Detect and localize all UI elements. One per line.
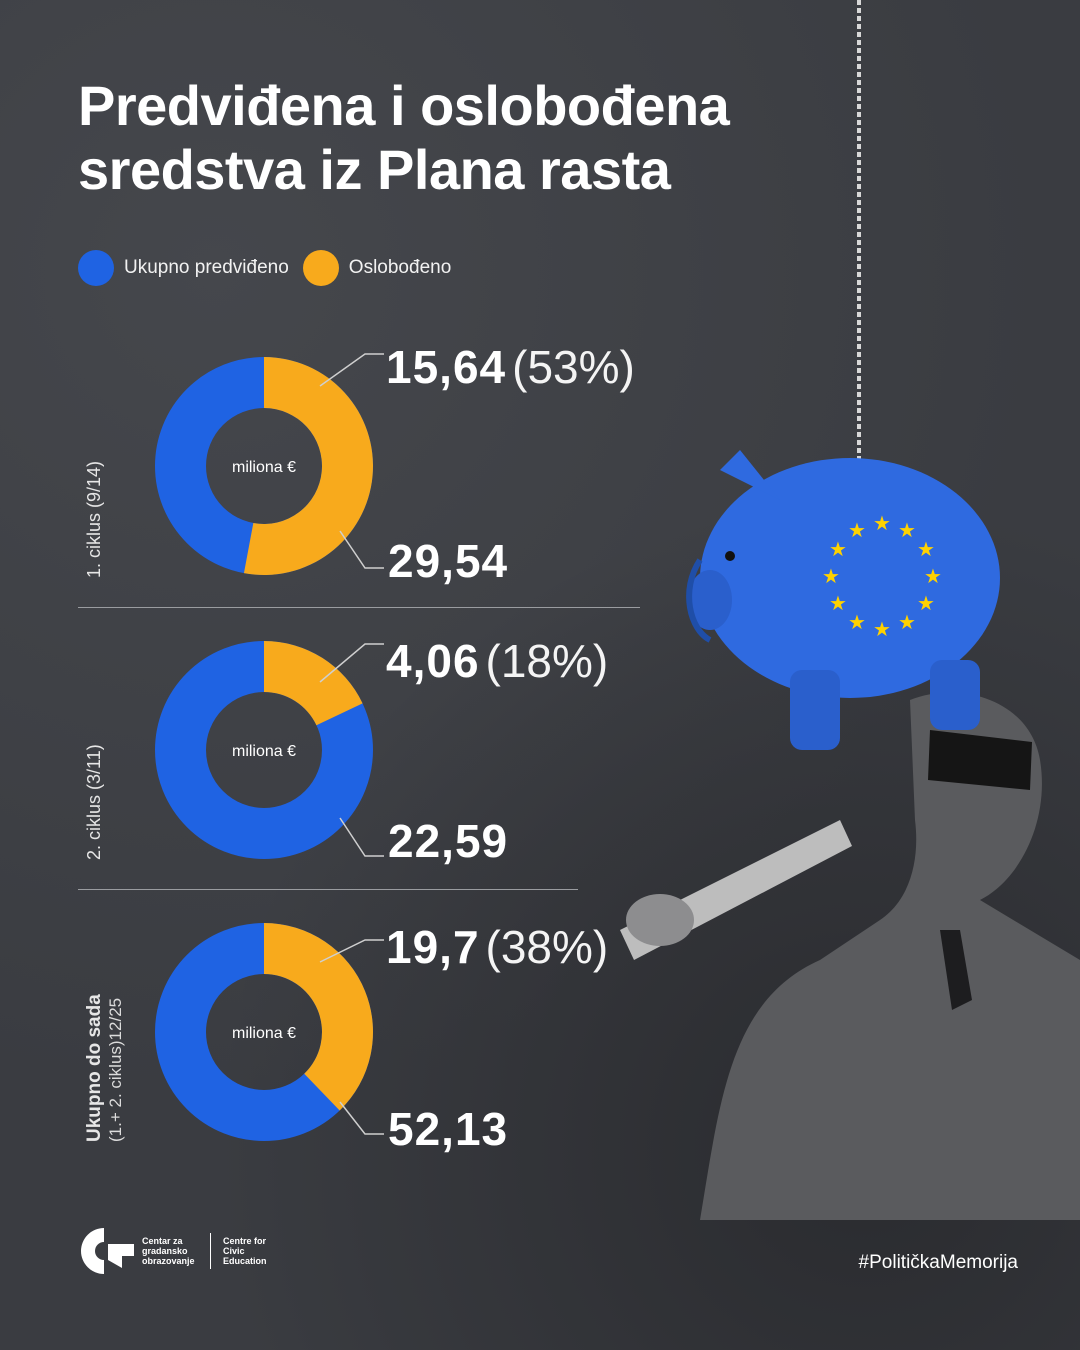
released-value-group: 4,06 (18%): [386, 634, 608, 688]
divider: [78, 607, 640, 608]
org-name-en: Centre for Civic Education: [223, 1236, 267, 1266]
svg-text:★: ★: [848, 518, 866, 542]
cycle-label: 1. ciklus (9/14): [84, 460, 104, 578]
donut-slice-released: [243, 357, 374, 575]
released-value-group: 15,64 (53%): [386, 340, 635, 394]
org-name-local: Centar za gradansko obrazovanje: [142, 1236, 195, 1266]
legend: Ukupno predviđeno Oslobođeno: [78, 250, 465, 286]
donut-chart: miliona €: [155, 923, 373, 1141]
piggy-bank-illustration: ★ ★★ ★★★ ★★★ ★★★: [620, 0, 1080, 1220]
leader-lines: [319, 939, 384, 1135]
cgo-logo-icon: [81, 1228, 134, 1274]
released-value: 19,7: [386, 921, 480, 973]
donut-center-label: miliona €: [232, 743, 296, 760]
divider: [78, 889, 578, 890]
svg-text:★: ★: [924, 564, 942, 588]
svg-text:★: ★: [829, 537, 847, 561]
released-value: 4,06: [386, 635, 480, 687]
svg-text:★: ★: [917, 591, 935, 615]
svg-text:★: ★: [873, 511, 891, 535]
legend-swatch-released: [302, 250, 339, 286]
cycle-label-total: Ukupno do sada (1.+ 2. ciklus)12/25: [84, 994, 126, 1142]
released-value: 15,64: [386, 341, 507, 393]
logo-separator: [210, 1233, 211, 1269]
donut-chart: miliona €: [155, 641, 373, 859]
donut-slice-released: [264, 923, 373, 1111]
svg-text:★: ★: [829, 591, 847, 615]
person-silhouette: [620, 692, 1080, 1220]
donut-center-label: miliona €: [232, 1025, 296, 1042]
leader-lines: [319, 353, 384, 569]
released-percent: (53%): [512, 341, 635, 393]
legend-label-released: Oslobođeno: [348, 257, 452, 278]
legend-item-total: Ukupno predviđeno: [78, 250, 289, 286]
legend-swatch-total: [78, 250, 114, 286]
svg-text:★: ★: [898, 610, 916, 634]
leader-lines: [319, 643, 384, 857]
donut-center-label: miliona €: [232, 459, 296, 476]
total-value: 29,54: [388, 535, 509, 587]
total-value: 52,13: [388, 1103, 509, 1155]
released-percent: (38%): [485, 921, 609, 973]
total-value: 22,59: [388, 815, 509, 867]
svg-text:★: ★: [822, 564, 840, 588]
page-title: Predviđena i oslobođena sredstva iz Plan…: [78, 74, 730, 201]
legend-item-released: Oslobođeno: [302, 250, 452, 286]
cycle-label: 2. ciklus (3/11): [84, 744, 104, 860]
eu-piggy-bank-icon: ★ ★★ ★★★ ★★★ ★★★: [686, 450, 1000, 750]
svg-text:★: ★: [873, 617, 891, 641]
cycle-label-main: Ukupno do sada: [84, 994, 105, 1142]
org-logo: Centar za gradansko obrazovanje Centre f…: [78, 1226, 275, 1276]
donut-slice-released: [264, 641, 363, 726]
svg-text:★: ★: [917, 537, 935, 561]
legend-label-total: Ukupno predviđeno: [124, 257, 289, 278]
svg-text:★: ★: [848, 610, 866, 634]
cycle-label-sub: (1.+ 2. ciklus)12/25: [106, 997, 125, 1142]
donut-chart: miliona €: [155, 357, 374, 575]
released-value-group: 19,7 (38%): [386, 920, 608, 974]
hashtag: #PolitičkaMemorija: [858, 1252, 1018, 1273]
svg-text:★: ★: [898, 518, 916, 542]
released-percent: (18%): [485, 635, 609, 687]
